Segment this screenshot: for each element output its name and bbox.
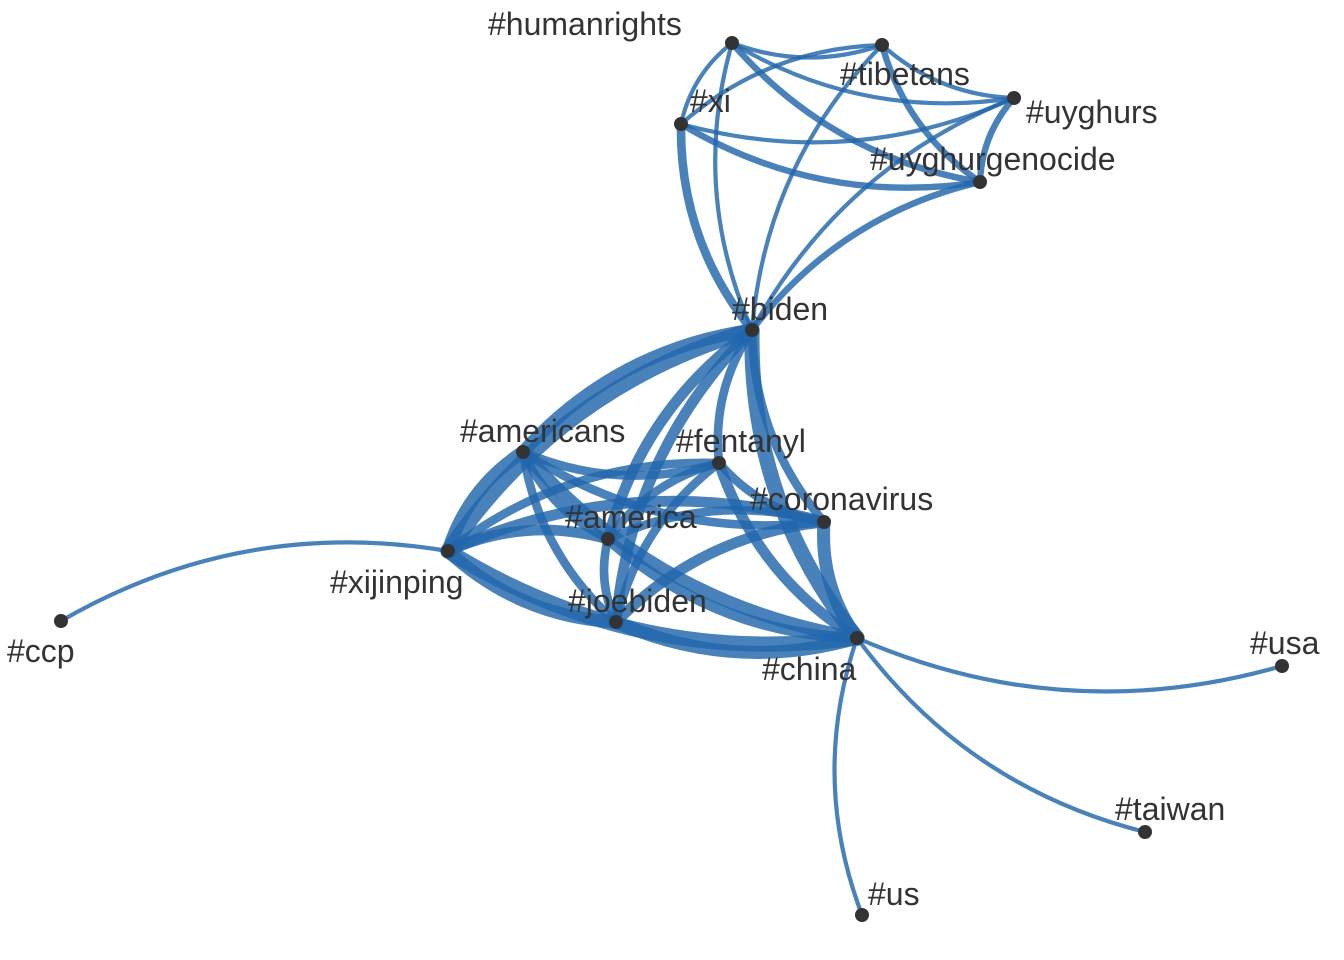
node-uyghurgenocide [973,175,987,189]
edge-fentanyl-joebiden [611,458,724,627]
node-usa [1275,659,1289,673]
node-fentanyl [712,456,726,470]
edge-tibetans-uyghurgenocide [878,41,984,186]
edge-uyghurs-biden [749,95,1017,333]
edge-biden-xijinping [440,322,760,559]
node-biden [745,323,759,337]
edge-tibetans-xi [678,42,885,127]
node-label-xijinping: #xijinping [330,564,463,600]
node-label-americans: #americans [460,413,625,449]
edge-tibetans-uyghurs [879,42,1017,101]
node-label-biden: #biden [732,291,828,327]
node-label-uyghurgenocide: #uyghurgenocide [870,141,1116,177]
node-label-tibetans: #tibetans [840,56,970,92]
edge-china-us [832,635,865,918]
edge-xijinping-ccp [58,540,451,624]
node-ccp [54,614,68,628]
edge-xi-biden [676,119,757,335]
edge-joebiden-china [609,615,864,659]
labels-layer: #humanrights #tibetans #xi #uyghurs #uyghurg… [7,6,1320,912]
node-us [855,908,869,922]
node-taiwan [1138,825,1152,839]
node-label-xi: #xi [690,83,731,119]
node-label-joebiden: #joebiden [568,583,707,619]
node-americans [516,445,530,459]
edge-coronavirus-china [817,515,864,645]
edge-china-usa [854,635,1285,694]
edge-fentanyl-america [603,458,724,544]
node-america [601,532,615,546]
node-humanrights [725,36,739,50]
node-tibetans [875,38,889,52]
edge-uyghurs-uyghurgenocide [976,94,1018,186]
edge-china-taiwan [854,635,1148,835]
node-uyghurs [1007,91,1021,105]
node-label-usa: #usa [1250,625,1320,661]
node-label-us: #us [868,876,920,912]
edge-xi-uyghurgenocide [677,120,984,191]
node-label-fentanyl: #fentanyl [676,423,806,459]
edges-layer [58,39,1285,918]
edge-americans-joebiden [518,447,621,627]
edge-america-xijinping [442,524,614,557]
node-joebiden [609,615,623,629]
node-china [850,631,864,645]
nodes-layer [54,36,1289,922]
edge-coronavirus-joebiden [610,516,830,628]
edge-fentanyl-china [713,457,863,644]
edge-americans-xijinping [441,445,530,558]
node-xijinping [441,544,455,558]
edge-humanrights-biden [713,40,755,333]
node-label-humanrights: #humanrights [488,6,682,42]
edge-tibetans-biden [749,42,885,333]
node-label-uyghurs: #uyghurs [1026,94,1158,130]
node-label-china: #china [762,651,857,687]
edge-humanrights-uyghurs [729,40,1017,106]
edge-uyghurgenocide-biden [748,178,984,334]
edge-humanrights-xi [678,40,735,127]
node-coronavirus [817,515,831,529]
node-label-coronavirus: #coronavirus [750,481,933,517]
node-label-america: #america [565,499,697,535]
node-xi [674,117,688,131]
edge-america-joebiden [599,534,621,627]
node-label-ccp: #ccp [7,633,75,669]
node-label-taiwan: #taiwan [1115,791,1225,827]
edge-fentanyl-xijinping [443,458,724,556]
